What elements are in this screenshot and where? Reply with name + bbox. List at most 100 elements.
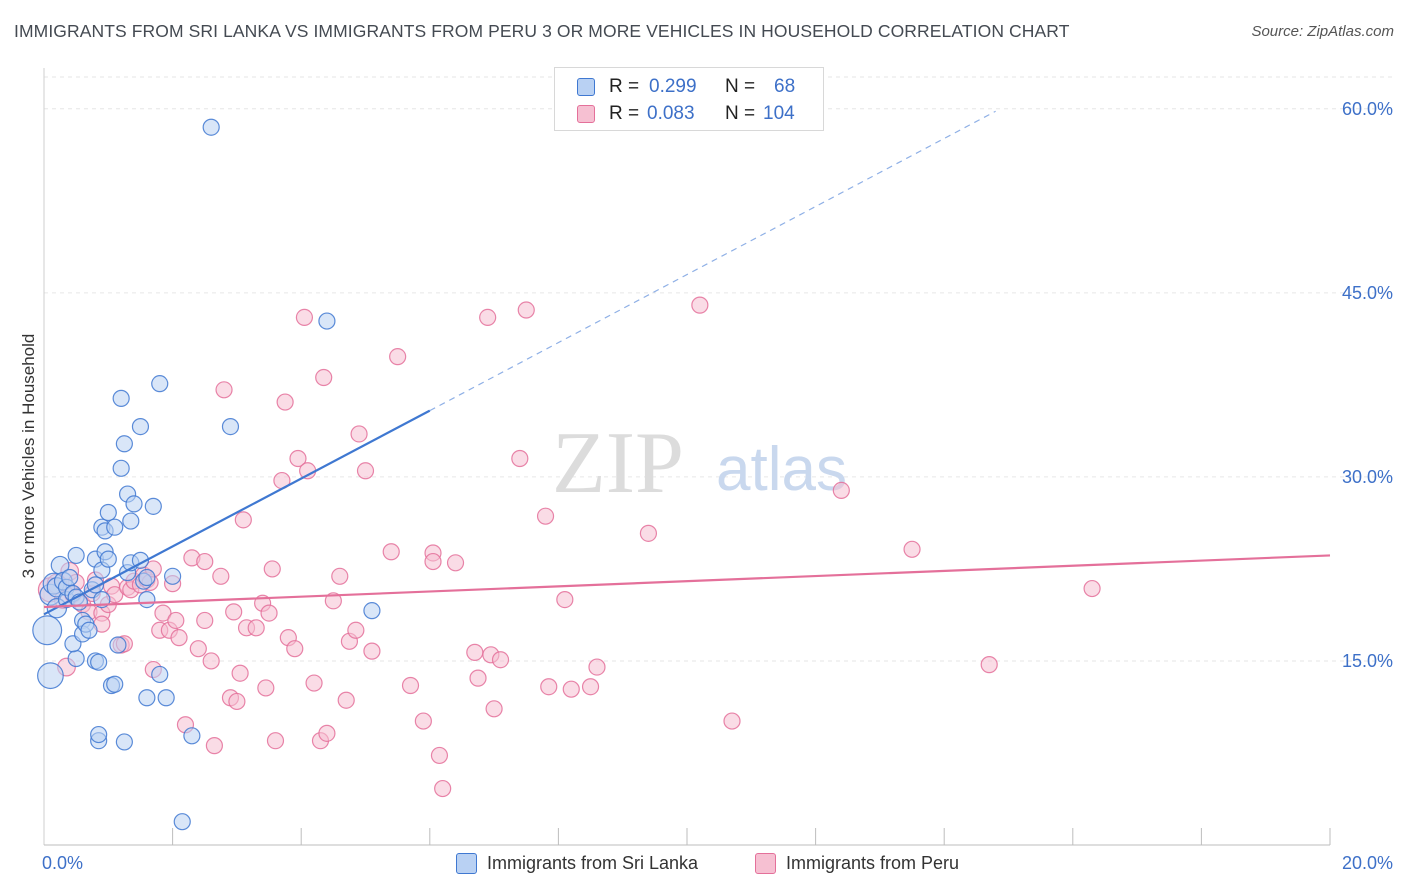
point-peru [382, 543, 400, 561]
point-sri-lanka [318, 312, 336, 330]
point-peru [212, 567, 230, 585]
point-peru [540, 678, 558, 696]
point-sri-lanka [106, 675, 124, 693]
point-peru [286, 640, 304, 658]
point-peru [363, 642, 381, 660]
point-peru [446, 554, 465, 572]
point-peru [389, 348, 407, 366]
legend-r-value: 0.083 [647, 103, 695, 124]
point-sri-lanka [202, 118, 220, 136]
point-sri-lanka [144, 497, 162, 515]
point-peru [331, 567, 349, 585]
watermark-zip: ZIP [552, 415, 684, 512]
point-peru [466, 643, 484, 661]
gridlines [44, 76, 1394, 662]
legend-n-value: 104 [763, 103, 795, 124]
trend-line-peru [43, 554, 1331, 609]
point-peru [167, 611, 185, 630]
point-peru [511, 449, 529, 468]
point-peru [517, 301, 535, 319]
point-sri-lanka [112, 459, 130, 477]
legend-r-label: R = [609, 76, 640, 97]
point-peru [289, 449, 307, 468]
axes [43, 68, 1331, 846]
point-peru [356, 462, 375, 480]
point-sri-lanka [131, 417, 150, 436]
point-sri-lanka [122, 512, 140, 530]
point-peru [225, 603, 243, 621]
point-peru [556, 591, 574, 609]
point-peru [231, 664, 249, 682]
point-peru [536, 507, 555, 525]
point-sri-lanka [37, 662, 64, 690]
legend-n-label: N = [725, 103, 756, 124]
y-tick-label: 30.0% [1342, 467, 1393, 487]
point-peru [401, 676, 420, 695]
point-peru [260, 604, 278, 622]
point-peru [318, 724, 336, 742]
point-sri-lanka [115, 435, 133, 453]
trend-extension-sri-lanka [429, 110, 996, 412]
legend-swatch-blue [577, 78, 595, 96]
point-peru [1083, 579, 1101, 598]
point-peru [414, 712, 432, 730]
point-peru [588, 658, 606, 676]
point-peru [228, 692, 246, 711]
point-peru [324, 592, 342, 610]
legend-series-name: Immigrants from Sri Lanka [487, 853, 699, 873]
watermark: ZIP atlas [552, 415, 847, 512]
watermark-atlas: atlas [716, 435, 847, 504]
y-axis-label: 3 or more Vehicles in Household [19, 333, 38, 579]
point-sri-lanka [138, 568, 156, 587]
point-peru [581, 678, 600, 696]
point-sri-lanka [90, 725, 108, 744]
point-peru [723, 712, 741, 730]
point-sri-lanka [157, 689, 175, 707]
trend-lines [43, 110, 1331, 616]
point-peru [266, 732, 285, 750]
point-peru [215, 381, 233, 399]
point-peru [276, 393, 294, 411]
point-sri-lanka [67, 649, 85, 668]
point-sri-lanka [106, 518, 124, 536]
point-peru [257, 679, 275, 697]
y-tick-label: 15.0% [1342, 651, 1393, 671]
point-peru [196, 552, 214, 571]
point-sri-lanka [32, 615, 63, 646]
point-sri-lanka [183, 727, 201, 745]
point-sri-lanka [99, 503, 117, 522]
point-peru [234, 511, 252, 529]
point-sri-lanka [112, 389, 130, 407]
point-peru [691, 296, 709, 314]
point-sri-lanka [151, 375, 169, 393]
point-peru [485, 700, 503, 718]
point-peru [562, 680, 580, 698]
tick-labels: 15.0% 30.0% 45.0% 60.0% 0.0% 20.0% [42, 99, 1393, 873]
point-peru [196, 611, 214, 630]
point-peru [154, 604, 172, 622]
correlation-legend: R = 0.299 N = 68 R = 0.083 N = 104 [554, 67, 824, 131]
legend-n-label: N = [725, 76, 756, 97]
series-peru [37, 296, 1101, 798]
point-sri-lanka [90, 653, 108, 671]
point-sri-lanka [61, 568, 79, 587]
point-sri-lanka [138, 689, 156, 707]
point-sri-lanka [138, 591, 156, 609]
point-sri-lanka [151, 665, 169, 684]
chart-title: IMMIGRANTS FROM SRI LANKA VS IMMIGRANTS … [14, 21, 1070, 41]
point-peru [205, 737, 223, 755]
point-sri-lanka [115, 733, 133, 751]
point-peru [491, 651, 510, 669]
point-peru [424, 552, 442, 571]
point-peru [170, 629, 188, 647]
point-sri-lanka [109, 636, 127, 654]
legend-r-value: 0.299 [649, 76, 697, 97]
point-peru [430, 746, 449, 765]
point-sri-lanka [67, 546, 85, 565]
y-tick-label: 45.0% [1342, 283, 1393, 303]
point-sri-lanka [125, 495, 143, 513]
legend-r-label: R = [609, 103, 640, 124]
point-peru [832, 481, 850, 500]
legend-n-value: 68 [774, 76, 796, 97]
